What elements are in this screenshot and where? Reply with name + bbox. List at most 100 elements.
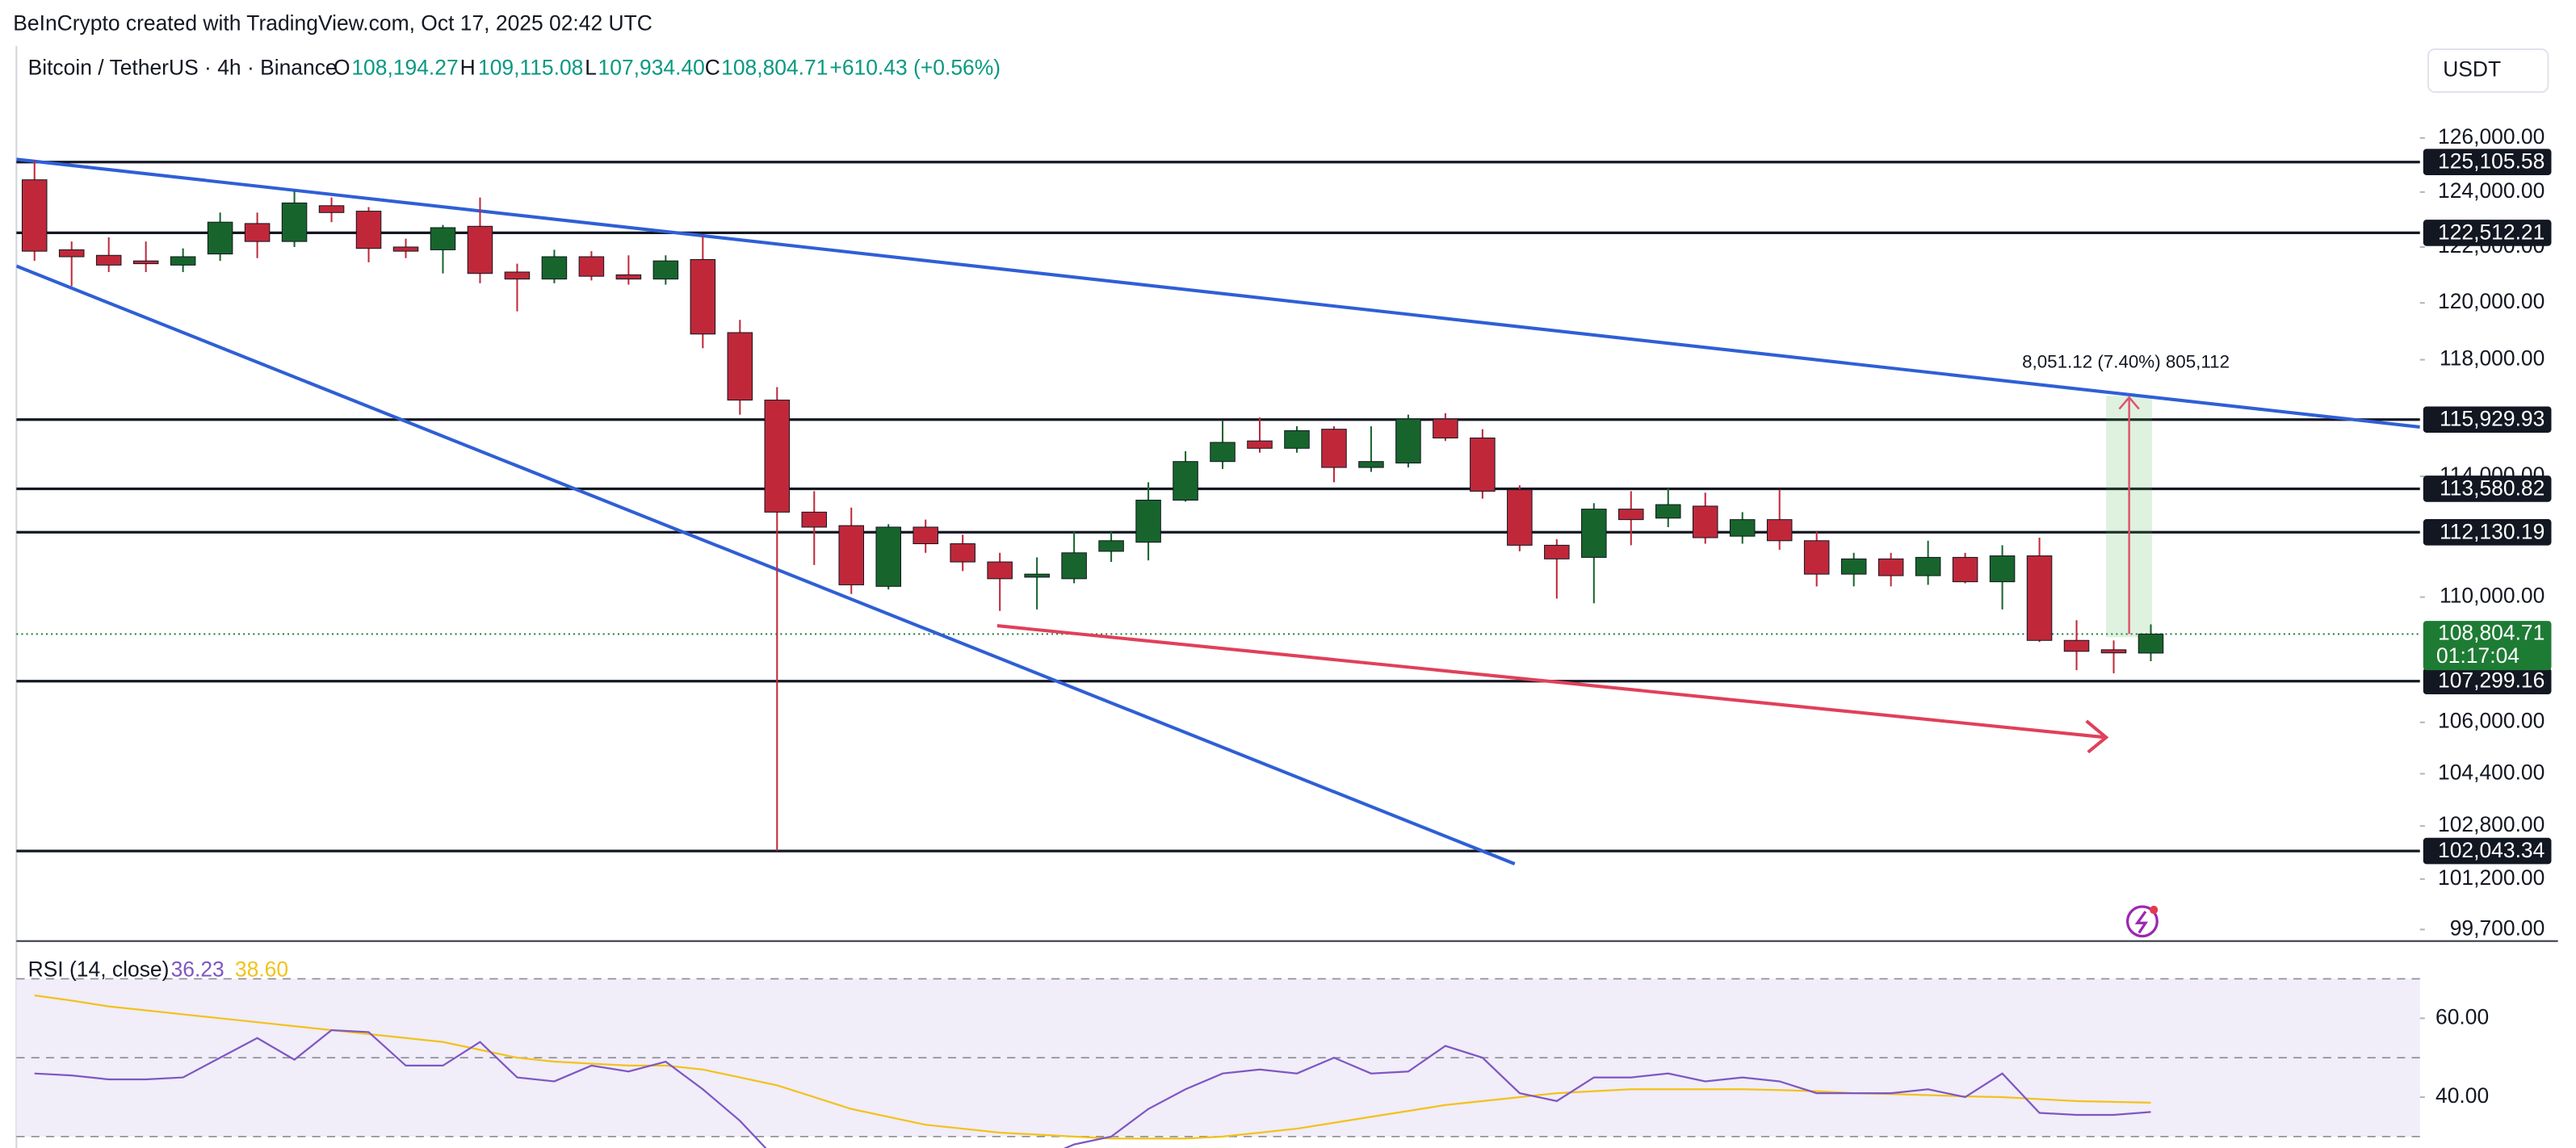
candle-body: [1395, 418, 1421, 464]
level-label-box: [2423, 220, 2552, 246]
level-label: 112,130.19: [2440, 519, 2545, 543]
candle-body: [1470, 438, 1496, 492]
change: +610.43 (+0.56%): [829, 55, 1001, 79]
candle-body: [170, 256, 196, 266]
attribution: BeInCrypto created with TradingView.com,…: [13, 10, 652, 35]
candle-body: [1173, 461, 1198, 501]
candle-body: [1766, 519, 1793, 542]
candle-body: [1135, 500, 1161, 543]
y-tick-label: 99,700.00: [2450, 915, 2545, 940]
rsi-pane: 60.00 40.00: [16, 978, 2489, 1148]
red-trendline: [996, 624, 2107, 739]
candle-body: [652, 260, 679, 280]
level-label-box: [2423, 149, 2552, 175]
candle-body: [281, 202, 308, 242]
y-tick-label: 126,000.00: [2438, 124, 2545, 149]
candle-body: [838, 525, 865, 585]
candle-body: [1098, 540, 1124, 552]
lower-trendline: [16, 264, 1516, 865]
candle-body: [801, 511, 828, 528]
level-label: 107,299.16: [2438, 668, 2545, 693]
candle-body: [690, 258, 716, 335]
candle-body: [578, 256, 605, 277]
candle-body: [1729, 519, 1756, 537]
ohlc-value: 108,804.71: [721, 55, 828, 79]
candle-body: [1877, 558, 1904, 576]
candle-body: [541, 256, 568, 280]
candle-body: [1247, 440, 1273, 449]
candle-body: [95, 254, 122, 266]
candle-body: [1803, 540, 1830, 575]
candle-body: [987, 561, 1013, 580]
candle-body: [1024, 573, 1050, 578]
candle-body: [244, 223, 271, 242]
candle-body: [1544, 544, 1570, 559]
candle-body: [1321, 429, 1347, 468]
legend: Bitcoin / TetherUS · 4h · Binance O 108,…: [28, 55, 1001, 79]
candle-body: [2138, 633, 2164, 654]
candle-body: [1692, 505, 1718, 538]
candle-body: [1507, 489, 1533, 546]
y-tick-label: 110,000.00: [2440, 584, 2545, 608]
candle-body: [727, 332, 753, 401]
candle-body: [1618, 509, 1644, 521]
symbol: Bitcoin / TetherUS · 4h · Binance: [28, 55, 338, 79]
drawings: [16, 157, 2420, 865]
candle-body: [392, 246, 419, 252]
candle-body: [58, 249, 85, 258]
ohlc-name: L: [585, 55, 597, 79]
level-label-box: [2423, 476, 2552, 502]
candle-body: [913, 526, 938, 545]
level-label-box: [2423, 519, 2552, 546]
y-tick-label: 118,000.00: [2440, 346, 2545, 371]
level-label-box: [2423, 668, 2552, 695]
candle-body: [2026, 555, 2053, 641]
countdown: 01:17:04: [2436, 643, 2519, 668]
candle-body: [1655, 504, 1681, 519]
rsi-title: RSI (14, close): [28, 957, 170, 981]
ohlc-value: 107,934.40: [598, 55, 705, 79]
upper-trendline: [16, 157, 2420, 429]
level-label: 102,043.34: [2438, 838, 2545, 862]
level-lines: [16, 161, 2420, 853]
ohlc-value: 109,115.08: [478, 55, 583, 79]
ohlc-name: H: [460, 55, 476, 79]
candle-body: [1210, 442, 1236, 463]
measure-label: 8,051.12 (7.40%) 805,112: [2022, 351, 2230, 371]
rsi-line: [34, 994, 2151, 1140]
candle-body: [1358, 461, 1384, 468]
level-label: 115,929.93: [2440, 407, 2545, 431]
price-axis: 126,000.00124,000.00122,000.00120,000.00…: [2419, 124, 2552, 940]
level-label: 113,580.82: [2440, 476, 2545, 500]
rsi-value: 36.23: [171, 957, 224, 981]
measure-arrow-head: [2118, 396, 2140, 410]
y-tick-label: 124,000.00: [2438, 178, 2545, 203]
rsi-lines: [34, 994, 2151, 1148]
y-tick-label: 102,800.00: [2438, 812, 2545, 836]
candle-body: [1840, 558, 1867, 575]
candle-body: [1433, 418, 1458, 439]
last-price-box: [2423, 621, 2552, 671]
candle-body: [1915, 556, 1941, 576]
y-tick-label: 106,000.00: [2438, 709, 2545, 733]
rsi-ma-value: 38.60: [235, 957, 288, 981]
candle-body: [615, 274, 642, 280]
candle-body: [950, 543, 975, 563]
candle-body: [132, 260, 159, 265]
candle-body: [1581, 509, 1607, 558]
lightning-icon: [2125, 905, 2159, 938]
candle-body: [467, 225, 493, 274]
level-label: 125,105.58: [2438, 149, 2545, 174]
currency: USDT: [2443, 57, 2501, 81]
ohlc-value: 108,194.27: [351, 55, 458, 79]
level-label-box: [2423, 406, 2552, 433]
red-arrow-head: [2085, 719, 2109, 754]
candle-body: [1952, 556, 1978, 583]
y-tick-label: 101,200.00: [2438, 865, 2545, 890]
candles: [21, 161, 2164, 851]
rsi-line: [34, 1029, 2151, 1148]
ohlc-name: O: [334, 55, 350, 79]
